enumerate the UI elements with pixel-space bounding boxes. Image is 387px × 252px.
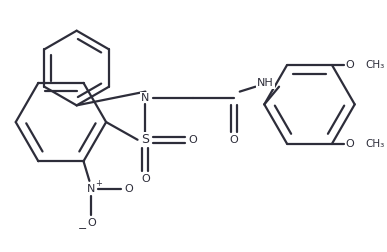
Text: +: + (95, 179, 102, 188)
Text: NH: NH (257, 78, 274, 88)
Text: O: O (87, 218, 96, 228)
Text: O: O (188, 135, 197, 145)
Text: N: N (141, 92, 150, 103)
Text: CH₃: CH₃ (366, 60, 385, 70)
Text: N: N (87, 184, 96, 194)
Text: CH₃: CH₃ (366, 139, 385, 148)
Text: O: O (229, 135, 238, 145)
Text: −: − (78, 224, 87, 234)
Text: O: O (141, 174, 150, 184)
Text: O: O (124, 184, 133, 194)
Text: O: O (346, 139, 354, 148)
Text: O: O (346, 60, 354, 70)
Text: S: S (141, 133, 149, 146)
